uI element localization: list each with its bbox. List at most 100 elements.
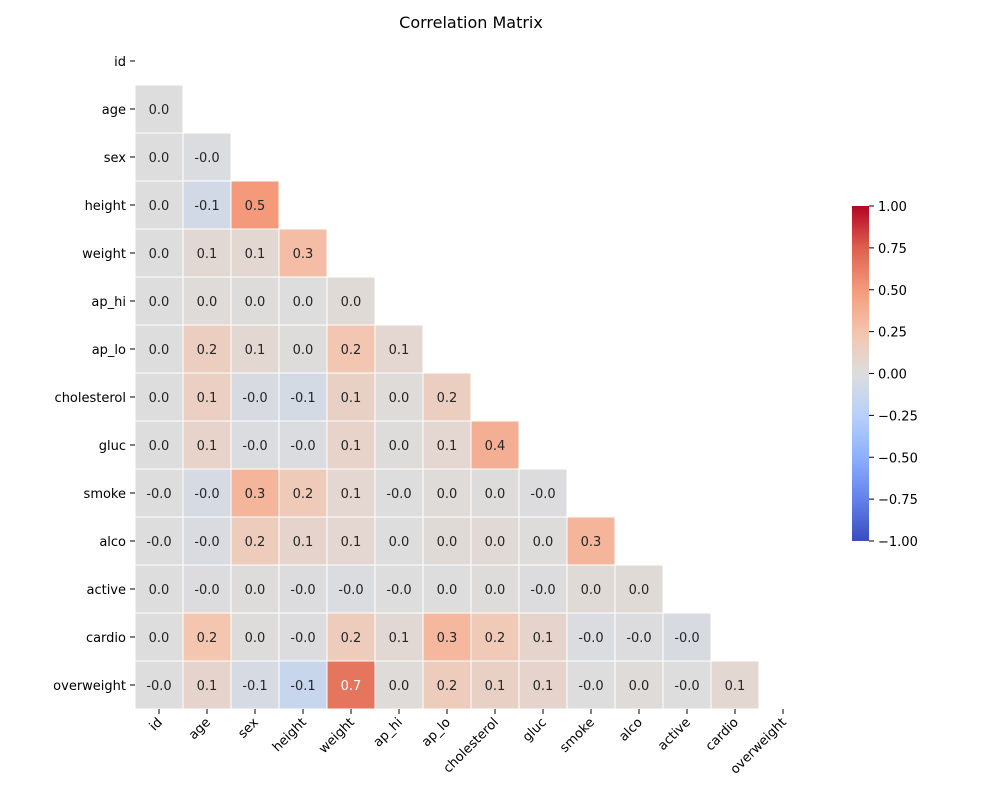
heatmap-cell-cardio-sex [230, 612, 280, 662]
cell-value-smoke-sex: 0.3 [245, 487, 266, 502]
cell-value-smoke-weight: 0.1 [341, 487, 362, 502]
x-tick-label-height: height [270, 715, 310, 755]
cell-value-active-cholesterol: 0.0 [485, 583, 506, 598]
heatmap-cell-cholesterol-ap_lo [422, 372, 472, 422]
cell-value-overweight-gluc: 0.1 [533, 679, 554, 694]
cell-value-ap_lo-id: 0.0 [149, 343, 170, 358]
heatmap-cell-overweight-alco [614, 660, 664, 710]
y-tick-label-overweight: overweight [53, 679, 126, 694]
cell-value-alco-age: -0.0 [194, 535, 219, 550]
cell-value-overweight-active: -0.0 [674, 679, 699, 694]
y-tick-label-smoke: smoke [84, 487, 126, 502]
y-tick-label-alco: alco [99, 535, 126, 550]
chart-title: Correlation Matrix [399, 13, 543, 32]
cell-value-weight-height: 0.3 [293, 247, 314, 262]
cell-value-overweight-sex: -0.1 [242, 679, 267, 694]
y-tick-label-ap_hi: ap_hi [91, 295, 126, 310]
heatmap-cell-cardio-height [278, 612, 328, 662]
cell-value-overweight-age: 0.1 [197, 679, 218, 694]
x-tick-label-alco: alco [616, 715, 646, 745]
x-tick-label-ap_hi: ap_hi [371, 715, 406, 750]
cell-value-cardio-age: 0.2 [197, 631, 218, 646]
cell-value-overweight-cholesterol: 0.1 [485, 679, 506, 694]
cell-value-height-sex: 0.5 [245, 199, 266, 214]
cell-value-gluc-age: 0.1 [197, 439, 218, 454]
cell-value-overweight-ap_hi: 0.0 [389, 679, 410, 694]
colorbar-tick-label: 0.50 [878, 284, 907, 299]
cell-value-active-id: 0.0 [149, 583, 170, 598]
heatmap-cell-ap_lo-age [182, 324, 232, 374]
x-tick-label-gluc: gluc [520, 715, 550, 745]
colorbar-tick-label: −0.50 [878, 451, 918, 466]
cell-value-cholesterol-ap_hi: 0.0 [389, 391, 410, 406]
cell-value-overweight-cardio: 0.1 [725, 679, 746, 694]
heatmap-cell-smoke-height [278, 468, 328, 518]
cell-value-active-gluc: -0.0 [530, 583, 555, 598]
cell-value-ap_hi-height: 0.0 [293, 295, 314, 310]
heatmap-cell-ap_lo-height [278, 324, 328, 374]
cell-value-smoke-id: -0.0 [146, 487, 171, 502]
x-tick-label-ap_lo: ap_lo [419, 715, 454, 750]
cell-value-alco-gluc: 0.0 [533, 535, 554, 550]
heatmap-cell-overweight-weight [326, 660, 376, 710]
y-tick-label-weight: weight [82, 247, 126, 262]
heatmap-cell-height-sex [230, 180, 280, 230]
heatmap-cell-active-gluc [518, 564, 568, 614]
heatmap-cell-alco-height [278, 516, 328, 566]
cell-value-alco-weight: 0.1 [341, 535, 362, 550]
cell-value-smoke-cholesterol: 0.0 [485, 487, 506, 502]
colorbar-tick-label: 0.00 [878, 368, 907, 383]
colorbar: −1.00 −0.75 −0.50 −0.25 0.00 0.25 0.50 0.75 1.00 [852, 200, 918, 550]
cell-value-ap_hi-age: 0.0 [197, 295, 218, 310]
cell-value-gluc-id: 0.0 [149, 439, 170, 454]
heatmap-cell-sex-age [182, 132, 232, 182]
heatmap-cell-labels: 0.0 0.0 -0.0 0.0 -0.1 0.5 0.0 0.1 0.1 0.3 0.0 0.0 0.… [146, 103, 745, 694]
heatmap-cell-smoke-gluc [518, 468, 568, 518]
cell-value-gluc-height: -0.0 [290, 439, 315, 454]
heatmap-cell-overweight-gluc [518, 660, 568, 710]
cell-value-cholesterol-weight: 0.1 [341, 391, 362, 406]
y-tick-label-age: age [102, 103, 126, 118]
cell-value-overweight-id: -0.0 [146, 679, 171, 694]
cell-value-active-ap_lo: 0.0 [437, 583, 458, 598]
heatmap-cell-cardio-alco [614, 612, 664, 662]
heatmap-cell-overweight-smoke [566, 660, 616, 710]
cell-value-overweight-weight: 0.7 [341, 679, 362, 694]
colorbar-tick-label: −1.00 [878, 535, 918, 550]
x-tick-label-active: active [655, 715, 694, 754]
cell-value-cholesterol-ap_lo: 0.2 [437, 391, 458, 406]
heatmap-cell-ap_lo-ap_hi [374, 324, 424, 374]
cell-value-cardio-ap_lo: 0.3 [437, 631, 458, 646]
heatmap-cell-overweight-height [278, 660, 328, 710]
cell-value-gluc-weight: 0.1 [341, 439, 362, 454]
heatmap-cell-active-ap_hi [374, 564, 424, 614]
cell-value-cardio-active: -0.0 [674, 631, 699, 646]
cell-value-cholesterol-id: 0.0 [149, 391, 170, 406]
cell-value-weight-sex: 0.1 [245, 247, 266, 262]
cell-value-active-smoke: 0.0 [581, 583, 602, 598]
heatmap-cell-alco-sex [230, 516, 280, 566]
cell-value-cardio-cholesterol: 0.2 [485, 631, 506, 646]
heatmap-cell-cholesterol-ap_hi [374, 372, 424, 422]
cell-value-alco-cholesterol: 0.0 [485, 535, 506, 550]
heatmap-cell-smoke-id [134, 468, 184, 518]
heatmap-cell-cardio-id [134, 612, 184, 662]
heatmap-cell-alco-ap_hi [374, 516, 424, 566]
cell-value-overweight-height: -0.1 [290, 679, 315, 694]
cell-value-sex-id: 0.0 [149, 151, 170, 166]
cell-value-cardio-ap_hi: 0.1 [389, 631, 410, 646]
cell-value-gluc-ap_hi: 0.0 [389, 439, 410, 454]
cell-value-cardio-sex: 0.0 [245, 631, 266, 646]
cell-value-weight-age: 0.1 [197, 247, 218, 262]
x-tick-label-cardio: cardio [703, 715, 742, 754]
heatmap-cell-smoke-ap_hi [374, 468, 424, 518]
heatmap-cell-overweight-ap_hi [374, 660, 424, 710]
cell-value-cholesterol-height: -0.1 [290, 391, 315, 406]
cell-value-overweight-ap_lo: 0.2 [437, 679, 458, 694]
cell-value-alco-height: 0.1 [293, 535, 314, 550]
y-tick-label-id: id [114, 55, 126, 70]
cell-value-gluc-cholesterol: 0.4 [485, 439, 506, 454]
cell-value-smoke-ap_lo: 0.0 [437, 487, 458, 502]
cell-value-cardio-smoke: -0.0 [578, 631, 603, 646]
heatmap-cell-gluc-sex [230, 420, 280, 470]
